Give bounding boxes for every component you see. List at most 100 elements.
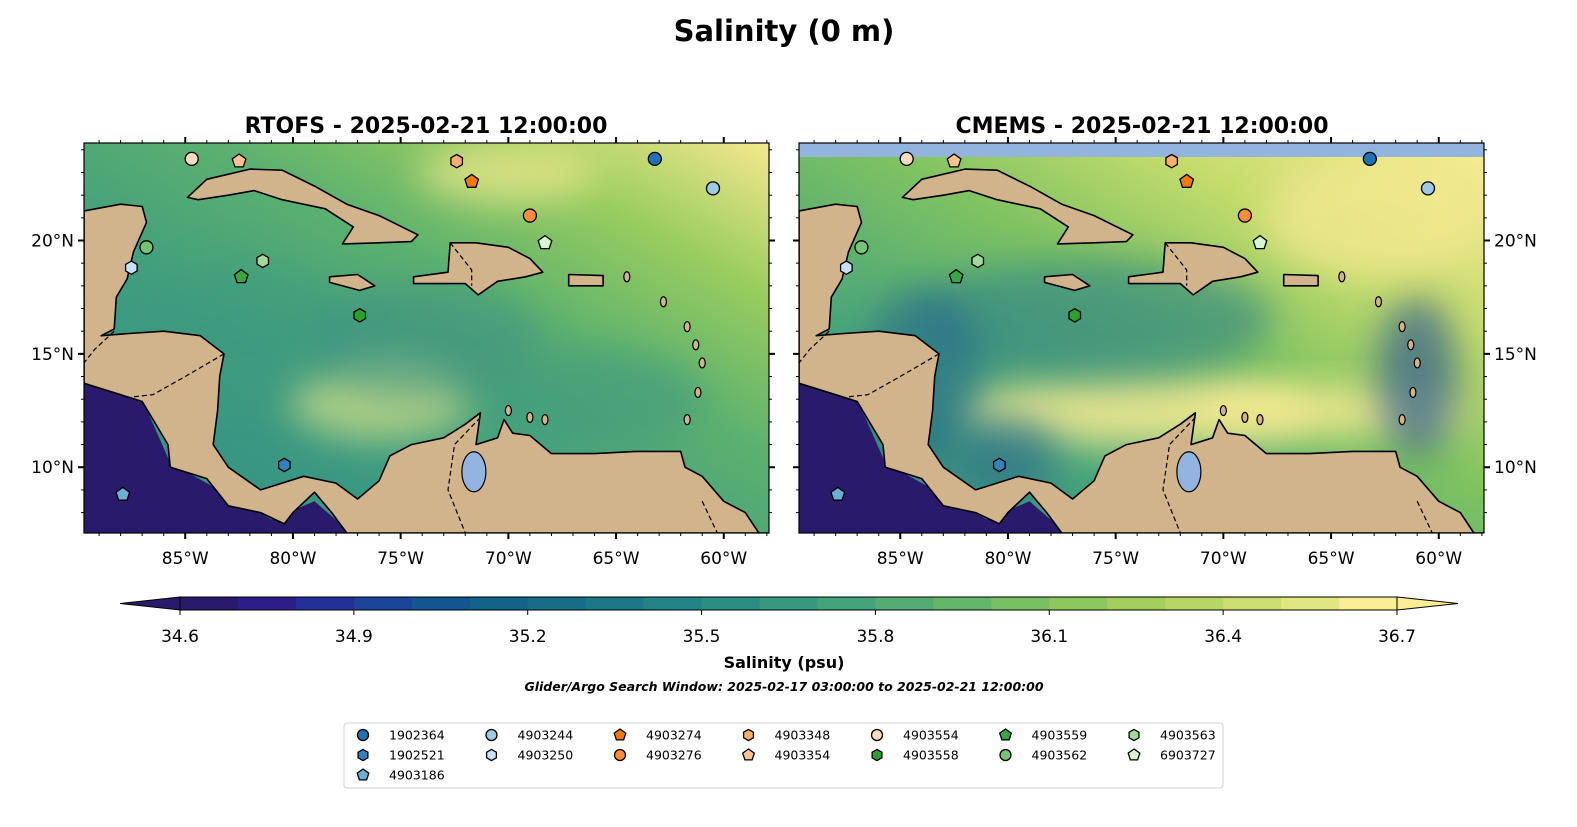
island [1409,386,1417,399]
lon-label: 80°W [269,549,316,569]
legend-label: 4903354 [775,748,831,763]
country-border [701,501,718,533]
island [1338,271,1346,283]
island [504,404,512,417]
colorbar-bin [1281,597,1340,610]
float-marker-4903348 [1165,153,1179,169]
lat-label: 10°N [1494,458,1537,478]
colorbar-bin [875,597,934,610]
lat-label: 20°N [1494,232,1537,252]
float-marker-4903558 [353,307,367,323]
float-marker-4903558 [1068,307,1082,323]
colorbar-extend-max [1396,596,1459,611]
map-panel-cmems: 85°W 80°W 75°W 70°W 65°W 60°W 10°N 15°N 20°N [793,137,1537,569]
lon-label: 85°W [162,549,209,569]
colorbar-bin [411,597,471,610]
legend-marker-icon [485,748,498,762]
land-cuba [186,168,419,245]
legend-label: 4903554 [903,728,959,743]
map-frame [798,142,1485,534]
float-marker-1902364 [1362,151,1377,167]
country-border [1162,416,1196,533]
legend-item-4903250: 4903250 [485,748,573,763]
legend-item-4903563: 4903563 [1128,728,1216,743]
float-marker-4903186 [830,486,846,501]
panel-title-cmems: CMEMS - 2025-02-21 12:00:00 [955,114,1328,139]
legend-label: 1902364 [389,728,445,743]
colorbar-bin [933,597,992,610]
lon-label: 75°W [377,549,424,569]
country-border [799,330,830,364]
float-marker-4903250 [839,260,853,276]
colorbar-bin [585,597,645,610]
legend-marker-icon [999,748,1012,762]
lat-label: 10°N [31,458,74,478]
island [1413,357,1421,369]
lon-label: 75°W [1092,549,1139,569]
float-marker-4903276 [1237,208,1253,223]
island [1398,321,1406,333]
colorbar-tick-label: 34.6 [161,627,199,647]
land-jamaica [1043,273,1091,292]
lake-maracaibo [1176,451,1202,493]
legend-marker-icon [356,728,370,742]
float-marker-1902521 [277,457,291,473]
legend-item-4903558: 4903558 [871,748,959,763]
panel-title-rtofs: RTOFS - 2025-02-21 12:00:00 [245,114,608,139]
legend-item-4903274: 4903274 [613,728,702,743]
colorbar-bin [295,597,355,610]
island [698,357,706,369]
legend-item-4903554: 4903554 [870,728,959,743]
lon-label: 65°W [593,549,640,569]
legend-label: 4903276 [646,748,702,763]
colorbar-tick-label: 35.8 [856,627,894,647]
colorbar-bin [643,597,703,610]
float-marker-4903250 [124,260,138,276]
legend-item-1902521: 1902521 [357,748,445,763]
colorbar: 34.6 34.9 35.2 35.5 35.8 36.1 36.4 36.7 [119,596,1459,647]
lake-maracaibo [461,451,487,493]
legend-marker-icon [613,728,627,741]
pacific-ocean [799,376,1067,533]
legend-label: 4903559 [1032,728,1088,743]
colorbar-tick-label: 34.9 [335,627,373,647]
land-puertorico [1282,273,1319,287]
lon-label: 70°W [1200,549,1247,569]
country-border [1416,501,1433,533]
legend-label: 4903348 [775,728,831,743]
lon-label: 70°W [485,549,532,569]
legend-label: 6903727 [1160,748,1216,763]
float-marker-4903559 [233,268,249,284]
map-panel-rtofs: 85°W 80°W 75°W 70°W 65°W 60°W 10°N 15°N 20°N [31,137,775,569]
legend-item-1902364: 1902364 [356,728,445,743]
float-marker-4903276 [522,208,538,223]
legend-marker-icon [998,728,1013,741]
search-window-text: Glider/Argo Search Window: 2025-02-17 03… [524,679,1043,694]
lat-label: 15°N [1494,345,1537,365]
colorbar-tick-label: 36.4 [1204,627,1242,647]
land-mainland [84,203,769,533]
island [692,339,700,351]
float-marker-4903274 [464,173,480,188]
country-border [447,416,481,533]
lon-label: 60°W [700,549,747,569]
lon-label: 80°W [984,549,1031,569]
colorbar-bin [1223,597,1282,610]
legend-item-4903244: 4903244 [485,728,574,743]
float-marker-4903244 [705,181,721,196]
float-marker-4903562 [854,240,869,255]
country-border [449,242,473,286]
legend-label: 4903244 [518,728,574,743]
island [526,411,534,423]
island [694,386,702,399]
island [683,321,691,333]
legend-item-4903354: 4903354 [741,748,831,763]
legend-item-4903186: 4903186 [356,768,445,783]
float-marker-4903274 [1179,173,1195,188]
lat-label: 15°N [31,345,74,365]
map-frame [83,142,770,534]
colorbar-tick-label: 35.2 [509,627,547,647]
colorbar-bin [1165,597,1224,610]
land-cuba [901,168,1134,245]
legend-item-4903559: 4903559 [998,728,1088,743]
